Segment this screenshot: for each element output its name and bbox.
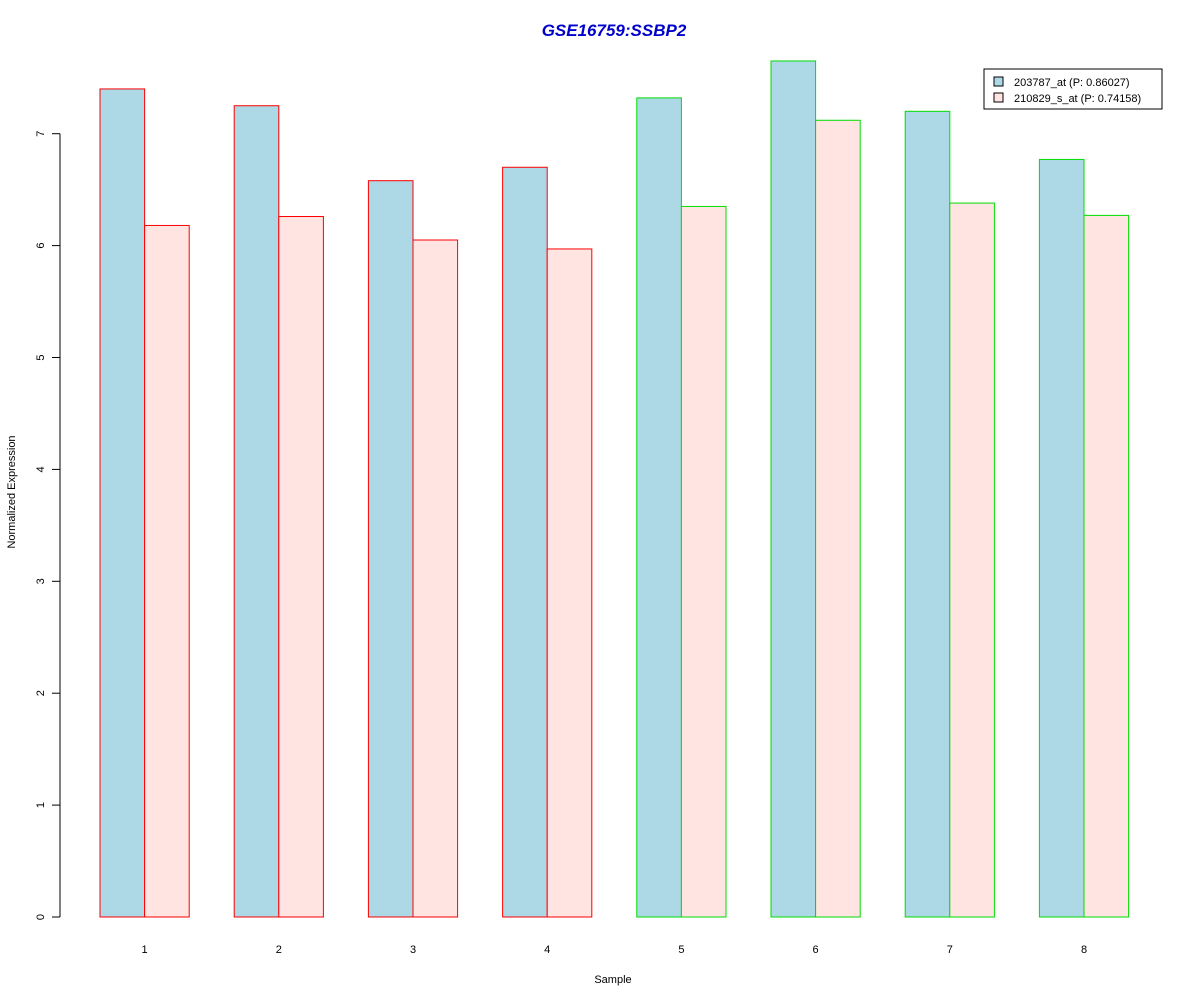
bar-sample-8-series-1 xyxy=(1038,158,1085,918)
bar-sample-5-series-1 xyxy=(636,97,682,918)
x-tick-label: 2 xyxy=(276,944,282,956)
bar-sample-6-series-1 xyxy=(770,60,817,918)
x-tick-label: 8 xyxy=(1081,944,1087,956)
x-tick-label: 5 xyxy=(678,944,684,956)
bars-group xyxy=(99,60,1130,918)
y-tick-label: 3 xyxy=(35,578,47,584)
bar-sample-3-series-2 xyxy=(412,239,459,918)
legend-label-1: 203787_at (P: 0.86027) xyxy=(1014,77,1130,89)
bar-sample-1-series-2 xyxy=(144,224,190,918)
bar-sample-8-series-2 xyxy=(1083,214,1130,918)
x-tick-label: 6 xyxy=(813,944,819,956)
y-tick-label: 6 xyxy=(35,243,47,249)
bar-sample-1-series-1 xyxy=(99,88,146,918)
bar-sample-5-series-2 xyxy=(680,205,727,918)
x-tick-label: 3 xyxy=(410,944,416,956)
bar-sample-7-series-2 xyxy=(949,202,995,918)
y-tick-label: 2 xyxy=(35,690,47,696)
x-tick-label: 1 xyxy=(142,944,148,956)
x-tick-label: 4 xyxy=(544,944,550,956)
y-axis: 0 1 2 3 4 5 6 7 xyxy=(35,131,61,920)
bar-sample-4-series-1 xyxy=(502,166,548,918)
bar-sample-6-series-2 xyxy=(815,119,861,918)
legend-swatch-1 xyxy=(993,76,1004,87)
y-axis-label: Normalized Expression xyxy=(6,435,18,548)
legend-box xyxy=(983,68,1163,110)
y-tick-label: 7 xyxy=(35,131,47,137)
bar-sample-4-series-2 xyxy=(546,248,593,918)
y-tick-label: 0 xyxy=(35,914,47,920)
bar-sample-2-series-2 xyxy=(278,216,324,918)
x-axis-label: Sample xyxy=(594,974,631,986)
x-tick-label: 7 xyxy=(947,944,953,956)
bar-sample-3-series-1 xyxy=(367,180,414,918)
y-tick-label: 1 xyxy=(35,802,47,808)
legend-label-2: 210829_s_at (P: 0.74158) xyxy=(1014,93,1141,105)
bar-sample-2-series-1 xyxy=(233,105,280,918)
bar-sample-7-series-1 xyxy=(904,110,951,918)
y-tick-label: 5 xyxy=(35,354,47,360)
x-tick-labels: 1 2 3 4 5 6 7 8 xyxy=(142,944,1088,956)
chart-title: GSE16759:SSBP2 xyxy=(542,21,687,40)
legend-swatch-2 xyxy=(993,92,1004,103)
y-tick-label: 4 xyxy=(35,466,47,472)
legend: 203787_at (P: 0.86027) 210829_s_at (P: 0.… xyxy=(983,68,1163,110)
